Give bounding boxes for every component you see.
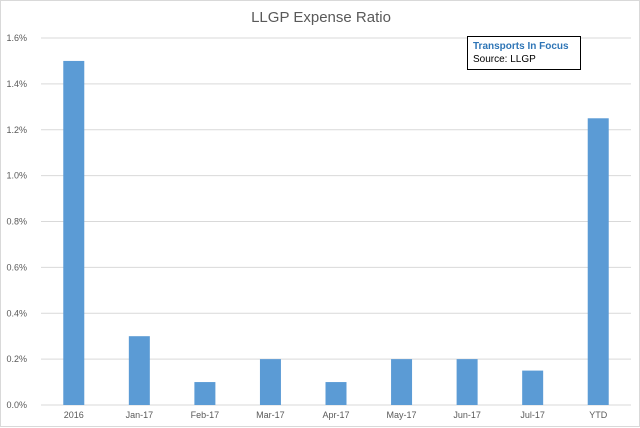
bar-ytd [587,118,609,405]
bar-2016 [63,60,85,405]
annotation-title: Transports In Focus [473,41,569,52]
y-tick-label: 1.6% [6,33,27,43]
x-axis-tick-labels: 2016 Jan-17 Feb-17 Mar-17 Apr-17 May-17 Jun-17… [64,410,608,420]
y-tick-label: 0.8% [6,217,27,227]
annotation-source: Source: LLGP [473,54,536,65]
bar-apr-17 [325,382,347,405]
bar-feb-17 [194,382,216,405]
x-tick-label: Feb-17 [191,410,220,420]
x-tick-label: 2016 [64,410,84,420]
y-tick-label: 0.2% [6,354,27,364]
x-tick-label: Jun-17 [453,410,481,420]
y-axis-tick-labels: 0.0% 0.2% 0.4% 0.6% 0.8% 1.0% 1.2% 1.4% 1.6% [6,33,27,410]
y-tick-label: 0.0% [6,400,27,410]
y-tick-label: 1.2% [6,125,27,135]
x-tick-label: YTD [589,410,608,420]
x-tick-label: Mar-17 [256,410,285,420]
bar-mar-17 [259,359,281,405]
x-tick-label: Apr-17 [322,410,349,420]
bar-may-17 [391,359,413,405]
annotation-box: Transports In Focus Source: LLGP [467,36,581,70]
x-tick-label: Jan-17 [126,410,154,420]
x-tick-label: May-17 [387,410,417,420]
y-tick-label: 0.6% [6,262,27,272]
bar-jul-17 [522,370,544,405]
x-tick-label: Jul-17 [520,410,545,420]
bar-jun-17 [456,359,478,405]
y-tick-label: 1.4% [6,79,27,89]
y-tick-label: 1.0% [6,171,27,181]
chart-title: LLGP Expense Ratio [251,9,391,26]
bars [63,60,609,405]
y-tick-label: 0.4% [6,308,27,318]
bar-jan-17 [128,336,150,405]
